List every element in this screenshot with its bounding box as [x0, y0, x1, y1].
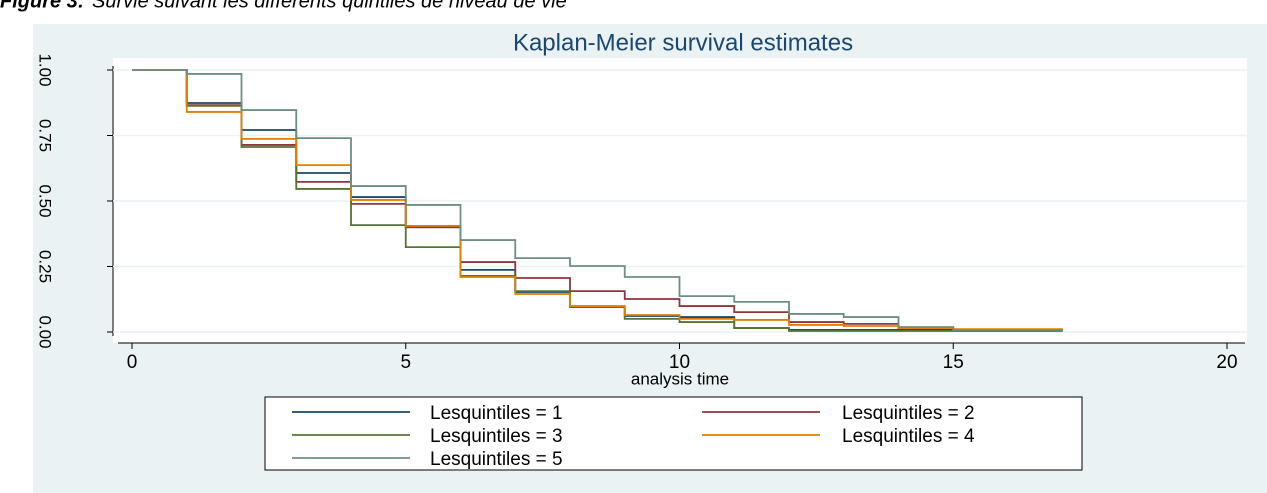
chart-title: Kaplan-Meier survival estimates	[513, 29, 853, 56]
survival-curve	[132, 69, 1063, 332]
y-tick-label: 1.00	[36, 53, 55, 86]
legend-label: Lesquintiles = 1	[430, 403, 563, 424]
x-tick-label: 5	[400, 352, 411, 373]
y-tick-label: 0.50	[36, 184, 55, 217]
x-axis-label: analysis time	[631, 369, 729, 388]
legend-label: Lesquintiles = 4	[842, 426, 975, 447]
survival-curve	[132, 69, 1063, 331]
legend-label: Lesquintiles = 2	[842, 403, 975, 424]
caption-label: Figure 3:	[0, 0, 84, 12]
y-tick-label: 0.25	[36, 250, 55, 283]
y-tick-label: 0.75	[36, 119, 55, 152]
x-tick-label: 10	[669, 352, 690, 373]
legend-label: Lesquintiles = 3	[430, 426, 563, 447]
x-tick-label: 20	[1216, 352, 1237, 373]
x-tick-label: 0	[127, 352, 138, 373]
legend-label: Lesquintiles = 5	[430, 449, 563, 470]
survival-curve	[132, 69, 1063, 331]
y-tick-label: 0.00	[36, 315, 55, 348]
x-tick-label: 15	[943, 352, 964, 373]
caption-text: Survie suivant les différents quintiles …	[92, 0, 567, 12]
